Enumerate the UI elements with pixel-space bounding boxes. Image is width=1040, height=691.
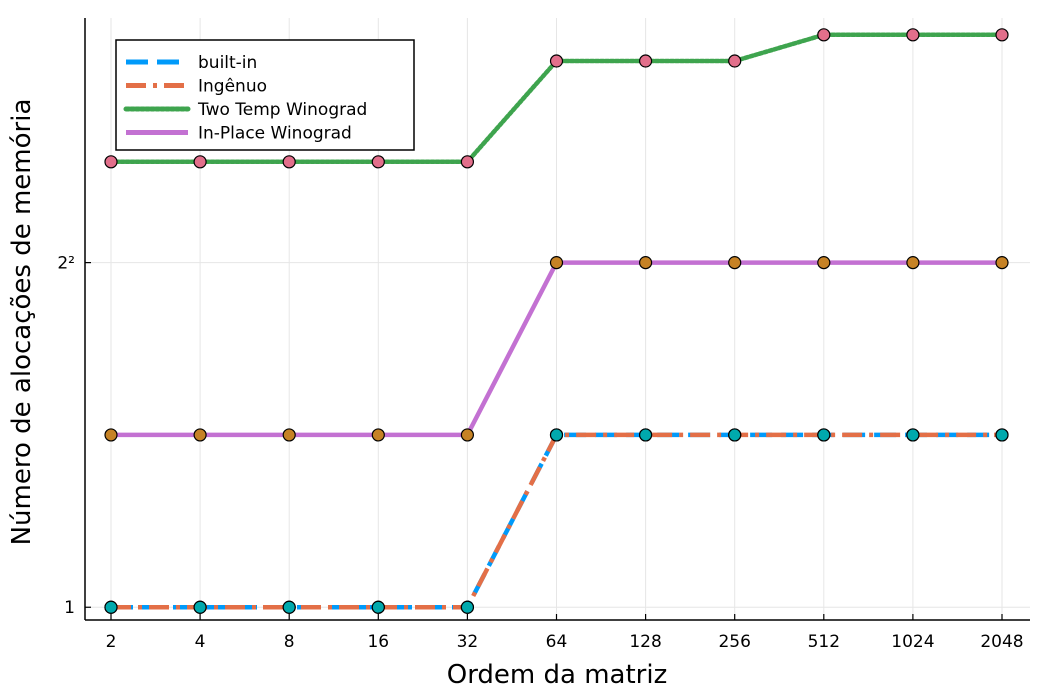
data-point-ing-nuo	[638, 428, 653, 442]
data-point-in-place-winograd	[460, 428, 474, 442]
y-tick-label: 1	[64, 598, 75, 618]
data-point-ing-nuo	[549, 428, 564, 442]
legend-label: Two Temp Winograd	[197, 100, 367, 120]
y-axis-label: Número de alocações de memória	[7, 99, 37, 546]
data-point-in-place-winograd	[906, 256, 920, 270]
data-point-two-temp-winograd	[995, 28, 1009, 42]
y-tick-label: 2²	[57, 254, 75, 274]
data-point-ing-nuo	[728, 428, 742, 442]
data-point-ing-nuo	[460, 600, 474, 614]
x-tick-label: 4	[195, 632, 206, 652]
data-point-two-temp-winograd	[460, 155, 474, 169]
data-point-in-place-winograd	[104, 428, 118, 442]
data-point-two-temp-winograd	[638, 54, 653, 68]
tick-labels: 2 4 8 16 32 64 128 256 512 1024 2048 1 2²	[57, 254, 1023, 652]
x-axis-label: Ordem da matriz	[447, 660, 668, 690]
data-point-ing-nuo	[817, 428, 831, 442]
x-tick-label: 1024	[891, 632, 934, 652]
data-point-in-place-winograd	[995, 256, 1009, 270]
data-point-ing-nuo	[104, 600, 118, 614]
data-point-in-place-winograd	[728, 256, 742, 270]
legend-label: Ingênuo	[198, 77, 267, 97]
legend-label: In-Place Winograd	[198, 124, 352, 144]
x-tick-label: 2048	[980, 632, 1023, 652]
data-point-ing-nuo	[282, 600, 296, 614]
data-point-two-temp-winograd	[906, 28, 920, 42]
data-point-ing-nuo	[906, 428, 920, 442]
legend-label: built-in	[198, 53, 257, 73]
x-tick-label: 128	[629, 632, 661, 652]
axes	[84, 18, 1030, 621]
data-point-in-place-winograd	[817, 256, 831, 270]
data-point-in-place-winograd	[371, 428, 385, 442]
data-point-in-place-winograd	[638, 256, 653, 270]
x-tick-label: 16	[367, 632, 389, 652]
x-tick-label: 8	[284, 632, 295, 652]
x-tick-label: 256	[718, 632, 750, 652]
x-tick-label: 32	[457, 632, 479, 652]
data-point-in-place-winograd	[282, 428, 296, 442]
data-point-two-temp-winograd	[193, 155, 207, 169]
data-point-ing-nuo	[371, 600, 385, 614]
data-point-two-temp-winograd	[817, 28, 831, 42]
data-point-ing-nuo	[193, 600, 207, 614]
data-point-in-place-winograd	[193, 428, 207, 442]
markers	[104, 28, 1009, 614]
data-point-ing-nuo	[995, 428, 1009, 442]
data-point-in-place-winograd	[549, 256, 564, 270]
data-point-two-temp-winograd	[282, 155, 296, 169]
data-point-two-temp-winograd	[371, 155, 385, 169]
x-tick-label: 512	[808, 632, 840, 652]
data-point-two-temp-winograd	[549, 54, 564, 68]
data-point-two-temp-winograd	[104, 155, 118, 169]
x-tick-label: 64	[546, 632, 568, 652]
x-tick-label: 2	[106, 632, 117, 652]
legend: built-in Ingênuo Two Temp Winograd In-Place…	[115, 39, 415, 151]
data-point-two-temp-winograd	[728, 54, 742, 68]
